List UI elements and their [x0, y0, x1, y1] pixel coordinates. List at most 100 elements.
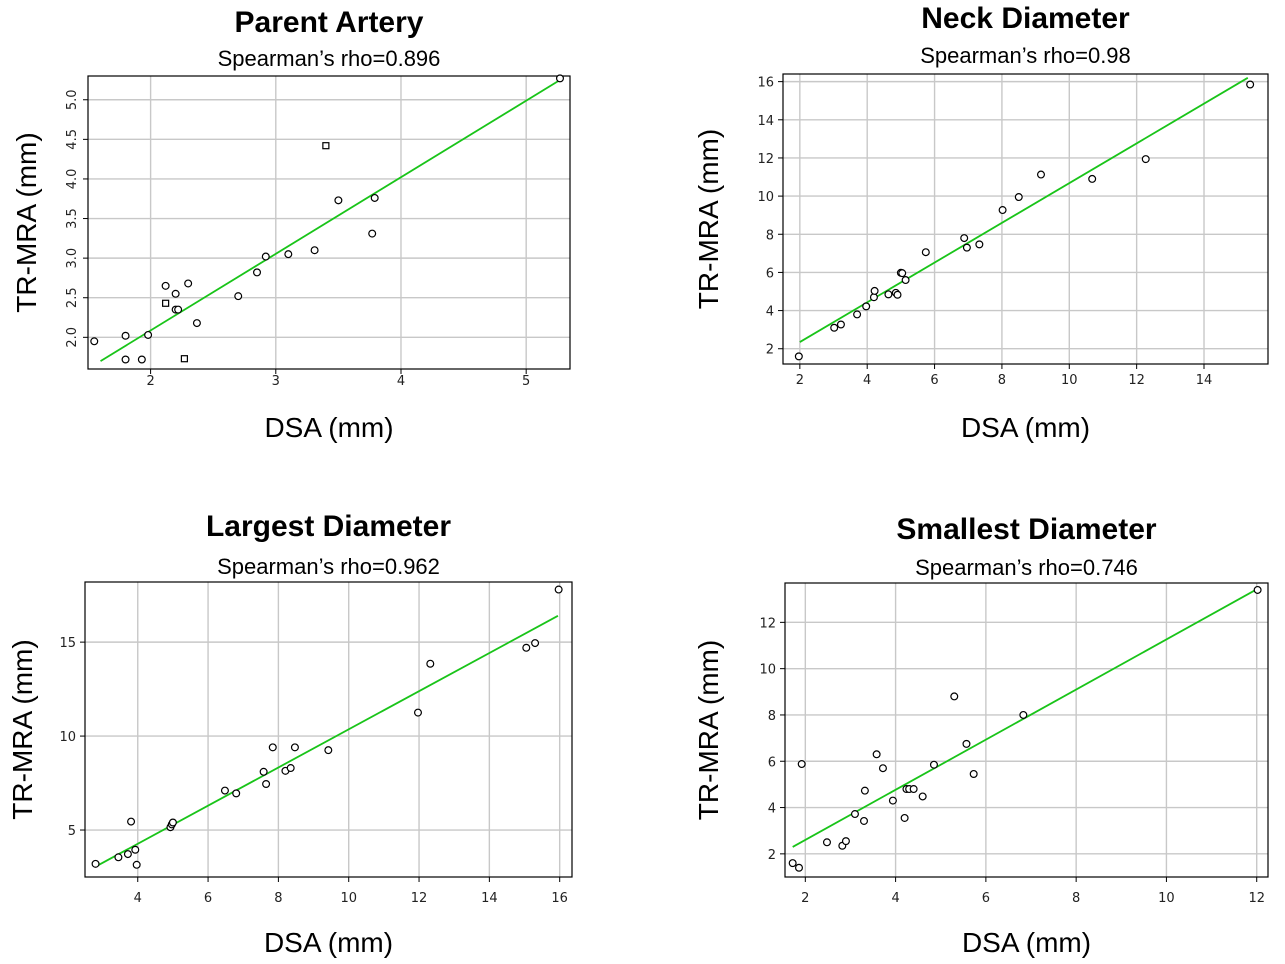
data-point — [975, 240, 984, 249]
chart-title: Largest Diameter — [206, 510, 451, 543]
y-axis-label: TR-MRA (mm) — [693, 640, 724, 820]
y-tick-label: 14 — [757, 114, 774, 129]
chart-panel: Smallest Diameter Spearman’s rho=0.746 2 4 6… — [693, 513, 1269, 958]
data-point — [132, 860, 141, 869]
data-point — [884, 290, 893, 299]
data-point — [853, 310, 862, 319]
chart-title: Neck Diameter — [921, 2, 1130, 35]
data-point — [1088, 174, 1097, 183]
plot-frame — [87, 75, 571, 370]
data-point — [898, 269, 907, 278]
data-point — [797, 760, 806, 769]
chart-subtitle: Spearman’s rho=0.962 — [217, 554, 440, 579]
y-tick-label: 2 — [766, 343, 774, 358]
data-point — [872, 750, 881, 759]
data-point — [322, 142, 330, 150]
data-point — [259, 767, 268, 776]
y-tick-label: 5 — [68, 824, 76, 839]
chart-subtitle: Spearman’s rho=0.896 — [218, 46, 441, 71]
data-point — [862, 302, 871, 311]
data-point — [161, 281, 170, 290]
data-point — [950, 692, 959, 701]
x-tick-label: 14 — [1196, 373, 1213, 388]
x-tick-label: 4 — [863, 373, 871, 388]
x-tick-label: 4 — [134, 891, 142, 906]
y-tick-label: 4 — [768, 802, 776, 817]
data-point — [127, 817, 136, 826]
data-point — [220, 786, 229, 795]
y-tick-label: 15 — [59, 636, 76, 651]
y-tick-label: 3.5 — [65, 208, 80, 229]
data-point — [969, 769, 978, 778]
data-point — [144, 330, 153, 339]
data-point — [426, 659, 435, 668]
plot-frame — [782, 73, 1269, 365]
y-tick-label: 10 — [759, 663, 776, 678]
x-axis-label: DSA (mm) — [962, 927, 1091, 958]
x-axis-label: DSA (mm) — [961, 412, 1090, 443]
data-point — [1246, 80, 1255, 89]
x-tick-label: 14 — [481, 891, 498, 906]
y-tick-label: 2 — [768, 848, 776, 863]
data-point — [555, 74, 564, 83]
data-point — [841, 837, 850, 846]
data-point — [121, 355, 130, 364]
data-point — [121, 331, 130, 340]
data-point — [921, 248, 930, 257]
data-point — [192, 319, 201, 328]
data-point — [962, 739, 971, 748]
data-point — [334, 196, 343, 205]
chart-subtitle: Spearman’s rho=0.746 — [915, 555, 1138, 580]
data-point — [162, 299, 170, 307]
data-point — [413, 708, 422, 717]
x-tick-label: 12 — [1128, 373, 1145, 388]
x-tick-label: 2 — [146, 374, 154, 389]
y-tick-label: 12 — [757, 152, 774, 167]
y-tick-label: 10 — [757, 190, 774, 205]
data-point — [900, 813, 909, 822]
x-tick-label: 5 — [522, 374, 530, 389]
plot-frame — [84, 581, 573, 878]
y-axis-label: TR-MRA (mm) — [11, 132, 42, 312]
y-tick-label: 3.0 — [65, 248, 80, 269]
data-point — [962, 243, 971, 252]
data-point — [929, 760, 938, 769]
y-tick-label: 4 — [766, 305, 774, 320]
data-point — [822, 838, 831, 847]
data-point — [878, 764, 887, 773]
x-tick-label: 10 — [340, 891, 357, 906]
data-point — [859, 816, 868, 825]
data-point — [531, 639, 540, 648]
data-point — [998, 206, 1007, 215]
data-point — [794, 352, 803, 361]
x-tick-label: 6 — [930, 373, 938, 388]
data-point — [324, 746, 333, 755]
data-point — [1253, 585, 1262, 594]
x-tick-label: 16 — [551, 891, 568, 906]
chart-panel: Largest Diameter Spearman’s rho=0.962 4 6 8 1… — [7, 510, 573, 958]
data-point — [960, 234, 969, 243]
data-point — [171, 289, 180, 298]
data-point — [370, 193, 379, 202]
x-tick-label: 3 — [272, 374, 280, 389]
x-tick-label: 2 — [801, 891, 809, 906]
x-tick-label: 8 — [1072, 891, 1080, 906]
data-point — [888, 796, 897, 805]
x-tick-label: 6 — [204, 891, 212, 906]
data-point — [788, 859, 797, 868]
x-tick-label: 8 — [998, 373, 1006, 388]
y-tick-label: 16 — [757, 76, 774, 91]
data-point — [554, 585, 563, 594]
data-point — [893, 290, 902, 299]
data-point — [290, 743, 299, 752]
data-point — [268, 743, 277, 752]
x-tick-label: 12 — [1248, 891, 1265, 906]
data-point — [870, 286, 879, 295]
regression-line — [100, 79, 561, 362]
y-tick-label: 4.5 — [65, 129, 80, 150]
y-tick-label: 8 — [766, 228, 774, 243]
x-tick-label: 8 — [274, 891, 282, 906]
data-point — [918, 792, 927, 801]
x-axis-label: DSA (mm) — [264, 412, 393, 443]
